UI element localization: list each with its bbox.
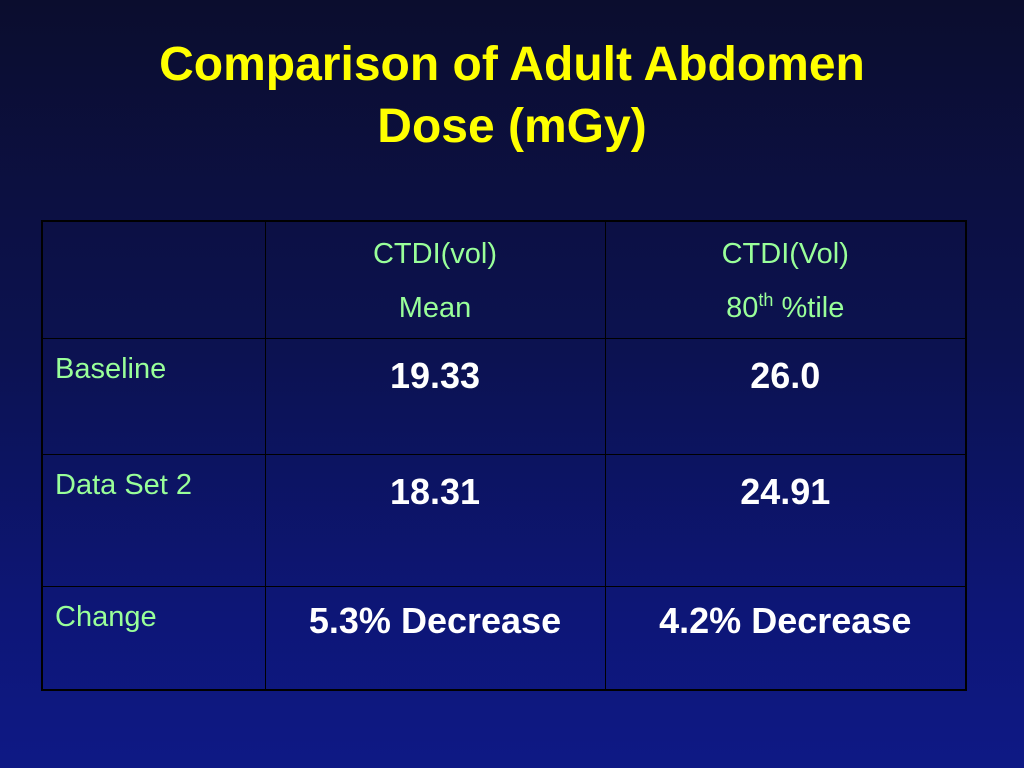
cell-baseline-mean: 19.33	[264, 338, 606, 455]
row-label-change: Change	[41, 586, 266, 691]
header-ctdi-mean-line1: CTDI(vol)	[372, 238, 498, 270]
cell-data-set-2-mean: 18.31	[264, 454, 606, 587]
table-row: Change 5.3% Decrease 4.2% Decrease	[41, 586, 967, 691]
table-header-row: CTDI(vol) Mean CTDI(Vol) 80th %tile	[41, 220, 967, 339]
dose-comparison-table: CTDI(vol) Mean CTDI(Vol) 80th %tile Base…	[41, 220, 967, 691]
cell-change-mean: 5.3% Decrease	[264, 586, 606, 691]
table-row: Baseline 19.33 26.0	[41, 338, 967, 455]
header-cell-ctdi-mean: CTDI(vol) Mean	[264, 220, 606, 339]
header-ctdi-80th-line2: 80th %tile	[606, 291, 966, 324]
header-ctdi-80th-number: 80	[726, 292, 759, 324]
row-label-baseline: Baseline	[41, 338, 266, 455]
table-row: Data Set 2 18.31 24.91	[41, 454, 967, 587]
slide-title-line1: Comparison of Adult Abdomen	[159, 38, 865, 91]
header-ctdi-80th-line1: CTDI(Vol)	[721, 238, 849, 270]
header-ctdi-80th-superscript: th	[758, 290, 774, 310]
header-ctdi-80th-suffix: %tile	[773, 292, 845, 324]
header-ctdi-mean-line2: Mean	[398, 292, 472, 324]
slide-title: Comparison of Adult Abdomen Dose (mGy)	[40, 34, 984, 158]
cell-data-set-2-80th: 24.91	[604, 454, 967, 587]
header-cell-ctdi-80th: CTDI(Vol) 80th %tile	[604, 220, 967, 339]
row-label-data-set-2: Data Set 2	[41, 454, 266, 587]
cell-change-80th: 4.2% Decrease	[604, 586, 967, 691]
slide-title-line2: Dose (mGy)	[377, 100, 647, 153]
cell-baseline-80th: 26.0	[604, 338, 967, 455]
header-cell-empty	[41, 220, 266, 339]
